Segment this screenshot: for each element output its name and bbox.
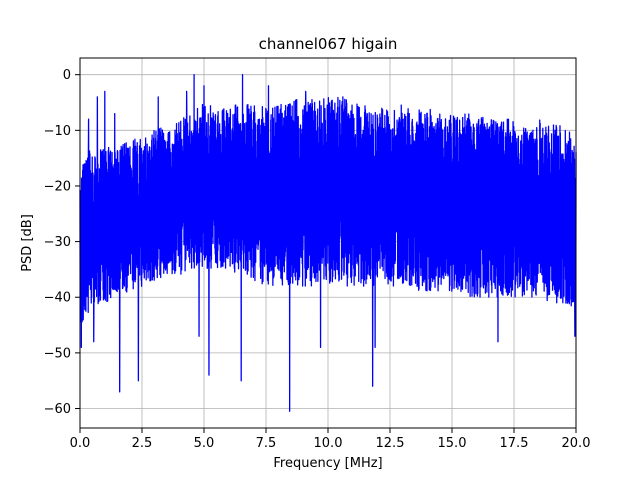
x-tick-label: 2.5 xyxy=(132,436,153,451)
x-axis-title: Frequency [MHz] xyxy=(273,456,382,471)
x-tick-label: 7.5 xyxy=(256,436,277,451)
x-tick-label: 12.5 xyxy=(376,436,405,451)
y-tick-label: −40 xyxy=(44,291,71,306)
y-tick-label: −20 xyxy=(44,179,71,194)
psd-series xyxy=(79,74,577,412)
y-tick-label: 0 xyxy=(63,68,71,83)
x-tick-label: 17.5 xyxy=(500,436,529,451)
chart-title: channel067 higain xyxy=(259,35,398,53)
y-tick-label: −30 xyxy=(44,235,71,250)
x-tick-label: 0.0 xyxy=(70,436,91,451)
y-tick-label: −10 xyxy=(44,124,71,139)
psd-line xyxy=(79,74,577,412)
y-axis-title: PSD [dB] xyxy=(20,214,35,272)
x-tick-label: 15.0 xyxy=(438,436,467,451)
x-tick-label: 20.0 xyxy=(562,436,591,451)
y-tick-label: −60 xyxy=(44,402,71,417)
x-tick-label: 10.0 xyxy=(314,436,343,451)
x-tick-label: 5.0 xyxy=(194,436,215,451)
x-axis-ticks: 0.0 2.5 5.0 7.5 10.0 12.5 15.0 17.5 20.0 xyxy=(70,428,591,451)
y-tick-label: −50 xyxy=(44,346,71,361)
y-axis-ticks: 0 −10 −20 −30 −40 −50 −60 xyxy=(44,68,80,417)
